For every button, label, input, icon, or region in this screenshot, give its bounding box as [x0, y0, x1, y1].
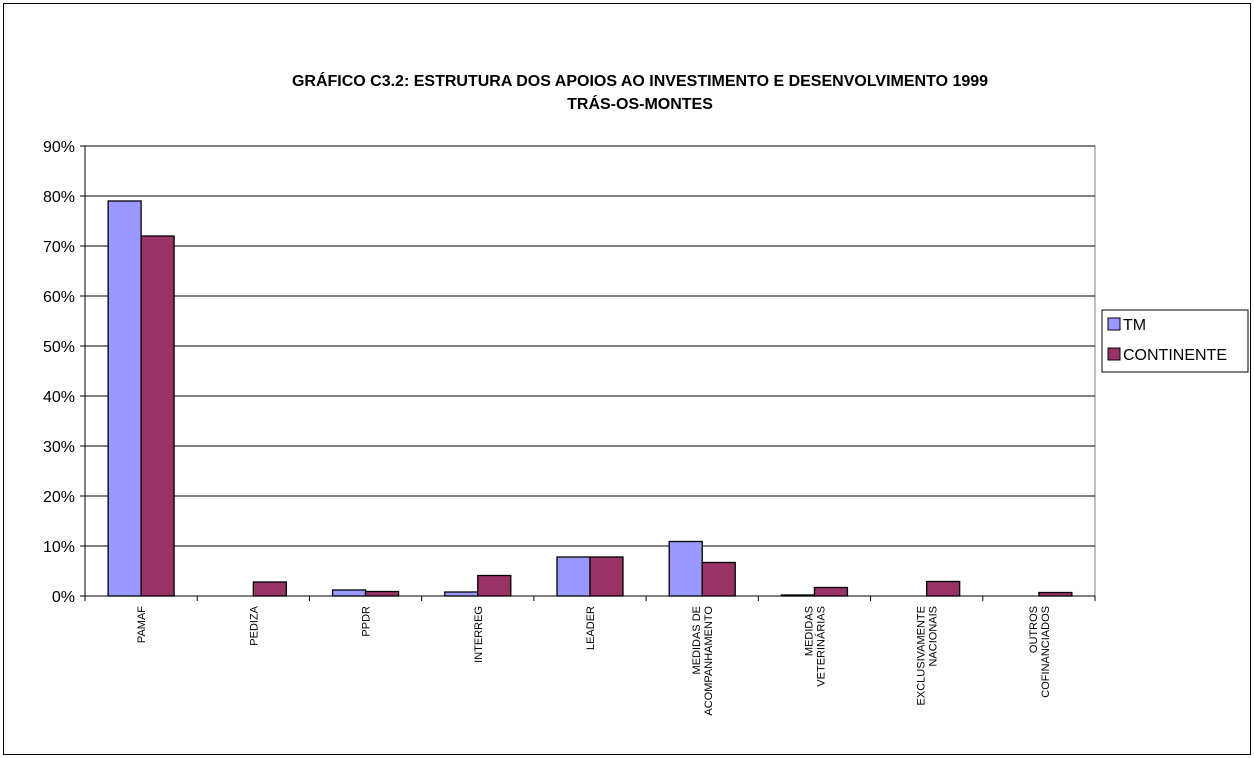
x-tick-label-line: MEDIDAS	[803, 606, 815, 656]
y-tick-label: 60%	[43, 289, 75, 306]
x-tick-label-line: NACIONAIS	[928, 606, 940, 667]
y-tick-label: 20%	[43, 489, 75, 506]
x-tick-label-line: INTERREG	[473, 606, 485, 663]
legend-swatch	[1107, 347, 1121, 361]
bar	[1038, 591, 1073, 597]
bar	[926, 580, 961, 597]
legend-label: TM	[1123, 317, 1146, 334]
bar	[589, 556, 624, 597]
legend-label: CONTINENTE	[1123, 347, 1227, 364]
x-tick-label-line: LEADER	[585, 606, 597, 650]
chart-title: TRÁS-OS-MONTES	[567, 94, 713, 113]
legend-swatch	[1107, 317, 1121, 331]
x-tick-label: LEADER	[585, 606, 597, 650]
plot-area	[84, 145, 1096, 597]
x-tick-label: INTERREG	[473, 606, 485, 663]
y-tick-label: 0%	[52, 589, 75, 606]
x-tick-label-line: ACOMPANHAMENTO	[703, 606, 715, 716]
y-tick-label: 50%	[43, 339, 75, 356]
bar	[444, 591, 479, 597]
x-tick-label: PEDIZA	[248, 605, 260, 645]
x-tick-label-line: PPDR	[361, 606, 373, 637]
bar	[668, 540, 703, 597]
x-tick-label: PAMAF	[136, 606, 148, 643]
y-tick-label: 40%	[43, 389, 75, 406]
x-tick-label-line: COFINANCIADOS	[1040, 606, 1052, 698]
bar	[477, 574, 512, 597]
bar	[107, 200, 142, 597]
bar	[252, 581, 287, 597]
y-tick-label: 30%	[43, 439, 75, 456]
bar	[813, 586, 849, 597]
bar	[701, 561, 736, 597]
y-tick-label: 70%	[43, 239, 75, 256]
x-tick-label-line: PAMAF	[136, 606, 148, 643]
x-tick-label-line: VETERINÁRIAS	[814, 606, 827, 687]
x-tick-label-line: OUTROS	[1028, 606, 1040, 653]
x-tick-label: PPDR	[361, 606, 373, 637]
x-tick-label-line: EXCLUSIVAMENTE	[916, 606, 928, 705]
x-tick-label: MEDIDAS VETERINÁRIAS	[808, 606, 821, 740]
bar	[331, 589, 367, 597]
bar	[780, 594, 816, 597]
bar	[140, 235, 175, 597]
legend	[1101, 309, 1249, 373]
x-tick-label: MEDIDAS DE ACOMPANHAMENTO	[697, 606, 709, 758]
bar	[364, 590, 400, 597]
y-tick-label: 80%	[43, 189, 75, 206]
y-tick-label: 10%	[43, 539, 75, 556]
x-tick-label-line: PEDIZA	[248, 605, 260, 645]
x-tick-label-line: MEDIDAS DE	[691, 606, 703, 674]
bar	[556, 556, 591, 597]
x-tick-label: OUTROS COFINANCIADOS	[1034, 606, 1046, 748]
chart-title: GRÁFICO C3.2: ESTRUTURA DOS APOIOS AO IN…	[292, 71, 988, 90]
y-tick-label: 90%	[43, 139, 75, 156]
x-tick-label: EXCLUSIVAMENTE NACIONAIS	[922, 606, 934, 758]
